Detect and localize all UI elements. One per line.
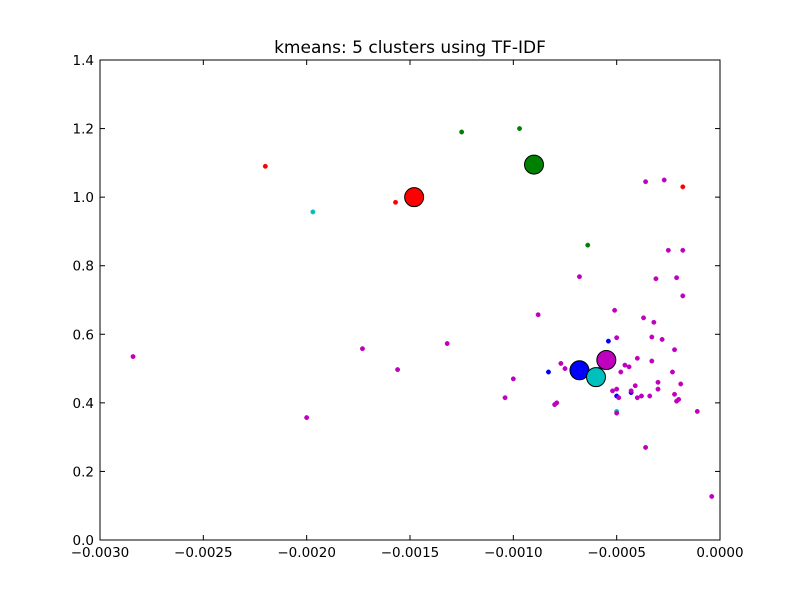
y-tick-label: 1.4: [73, 53, 94, 69]
data-point: [562, 366, 568, 372]
data-point: [649, 358, 655, 364]
data-point: [639, 393, 644, 399]
data-point: [546, 369, 551, 375]
y-tick-label: 0.2: [73, 464, 94, 480]
data-point: [661, 177, 667, 183]
data-point: [672, 391, 677, 397]
data-point: [614, 410, 620, 416]
data-point: [649, 334, 655, 340]
cluster-centroid: [586, 367, 606, 388]
data-point: [614, 386, 620, 392]
y-axis-ticks: 0.0 0.2 0.4 0.6 0.8 1.0 1.2 1.4: [73, 53, 720, 549]
data-point: [678, 381, 684, 387]
data-point: [605, 338, 611, 344]
points-layer: [130, 126, 715, 499]
cluster-centroid: [404, 187, 425, 208]
data-point: [395, 367, 401, 373]
data-point: [262, 163, 268, 169]
data-point: [610, 388, 615, 394]
data-point: [674, 275, 680, 281]
data-point: [459, 129, 465, 135]
data-point: [612, 307, 618, 313]
data-point: [709, 494, 715, 499]
data-point: [665, 247, 671, 253]
data-point: [680, 247, 686, 253]
x-tick-label: −0.0015: [381, 545, 440, 561]
data-point: [626, 364, 632, 370]
data-point: [444, 341, 450, 346]
data-point: [670, 369, 675, 375]
data-point: [647, 393, 653, 399]
x-axis-ticks: −0.0030 −0.0025 −0.0020 −0.0015 −0.0010 −0.00…: [71, 60, 744, 561]
data-point: [641, 315, 646, 321]
data-point: [393, 199, 398, 205]
data-point: [680, 184, 686, 190]
plot-area: [100, 60, 720, 540]
cluster-centroid: [596, 350, 617, 370]
data-point: [577, 274, 582, 280]
data-point: [502, 395, 508, 401]
data-point: [360, 346, 365, 352]
data-point: [632, 383, 638, 389]
data-point: [585, 242, 591, 248]
x-tick-label: −0.0030: [71, 545, 130, 561]
data-point: [659, 336, 665, 342]
data-point: [643, 444, 649, 450]
data-point: [694, 408, 700, 414]
data-point: [535, 312, 541, 318]
chart-title: kmeans: 5 clusters using TF-IDF: [274, 38, 546, 58]
data-point: [554, 400, 560, 406]
cluster-centroid: [524, 154, 544, 175]
data-point: [517, 126, 522, 132]
data-point: [618, 369, 624, 375]
x-tick-label: −0.0020: [277, 545, 336, 561]
data-point: [304, 415, 310, 421]
data-point: [653, 276, 659, 282]
data-point: [622, 362, 628, 368]
x-tick-label: −0.0010: [484, 545, 543, 561]
data-point: [672, 347, 677, 353]
data-point: [310, 209, 316, 215]
x-tick-label: 0.0000: [696, 545, 743, 561]
data-point: [634, 395, 640, 401]
data-point: [616, 395, 622, 401]
y-tick-label: 1.0: [73, 190, 94, 206]
data-point: [634, 355, 640, 361]
data-point: [510, 376, 516, 382]
data-point: [130, 354, 136, 360]
data-point: [628, 388, 634, 394]
x-tick-label: −0.0025: [174, 545, 233, 561]
centroid-layer: [404, 154, 617, 388]
data-point: [680, 293, 686, 299]
data-point: [643, 179, 649, 185]
data-point: [655, 379, 661, 385]
x-tick-label: −0.0005: [587, 545, 646, 561]
y-tick-label: 0.4: [73, 396, 94, 412]
y-tick-label: 0.8: [73, 259, 94, 275]
y-tick-label: 1.2: [73, 122, 94, 138]
data-point: [676, 396, 682, 402]
data-point: [655, 386, 661, 392]
data-point: [614, 335, 620, 341]
y-tick-label: 0.0: [73, 533, 94, 549]
data-point: [651, 319, 657, 325]
y-tick-label: 0.6: [73, 327, 94, 343]
data-point: [558, 360, 564, 366]
